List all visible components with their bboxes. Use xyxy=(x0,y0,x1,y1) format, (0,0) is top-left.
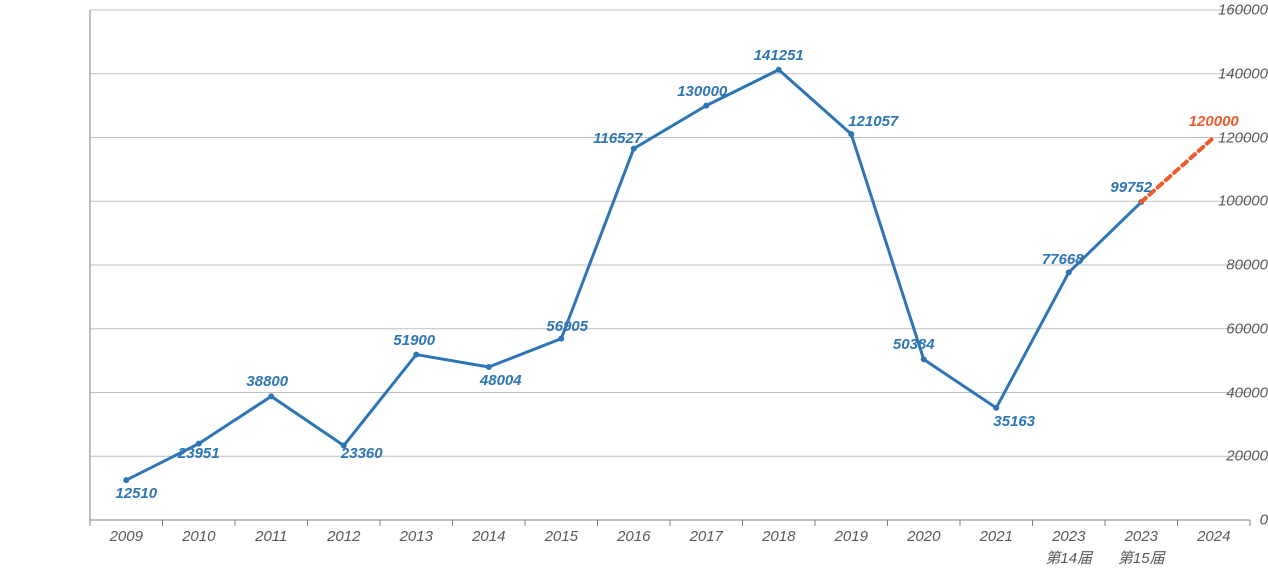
x-sub-label: 第15届 xyxy=(1118,547,1165,568)
data-label: 130000 xyxy=(677,83,727,100)
x-tick-label: 2024 xyxy=(1197,528,1230,545)
data-label: 23360 xyxy=(341,445,383,462)
x-tick-label: 2015 xyxy=(545,528,578,545)
y-tick-label: 80000 xyxy=(1190,257,1268,274)
x-tick-label: 2023 xyxy=(1125,528,1158,545)
data-label: 141251 xyxy=(754,47,804,64)
data-label: 77668 xyxy=(1042,251,1084,268)
y-tick-label: 100000 xyxy=(1190,193,1268,210)
data-label: 38800 xyxy=(246,373,288,390)
data-label: 35163 xyxy=(993,413,1035,430)
chart-svg xyxy=(0,0,1268,588)
data-label: 48004 xyxy=(480,372,522,389)
x-tick-label: 2021 xyxy=(980,528,1013,545)
data-label: 51900 xyxy=(393,332,435,349)
x-tick-label: 2023 xyxy=(1052,528,1085,545)
x-tick-label: 2014 xyxy=(472,528,505,545)
data-label: 12510 xyxy=(115,485,157,502)
y-tick-label: 20000 xyxy=(1190,448,1268,465)
y-tick-label: 60000 xyxy=(1190,320,1268,337)
x-tick-label: 2010 xyxy=(182,528,215,545)
data-label: 23951 xyxy=(178,445,220,462)
y-tick-label: 40000 xyxy=(1190,384,1268,401)
x-tick-label: 2012 xyxy=(327,528,360,545)
y-tick-label: 0 xyxy=(1190,512,1268,529)
forecast-data-label: 120000 xyxy=(1189,113,1239,130)
x-tick-label: 2013 xyxy=(400,528,433,545)
data-label: 116527 xyxy=(593,130,642,147)
x-sub-label: 第14届 xyxy=(1045,547,1092,568)
y-tick-label: 120000 xyxy=(1190,129,1268,146)
line-chart: 0 20000 40000 60000 80000 100000 120000 140000 1… xyxy=(0,0,1268,588)
x-tick-label: 2017 xyxy=(690,528,723,545)
data-label: 99752 xyxy=(1110,179,1152,196)
x-tick-label: 2011 xyxy=(255,528,287,545)
x-tick-label: 2018 xyxy=(762,528,795,545)
data-label: 121057 xyxy=(848,113,898,130)
x-tick-label: 2020 xyxy=(907,528,940,545)
data-label: 50384 xyxy=(893,336,935,353)
x-tick-label: 2016 xyxy=(617,528,650,545)
y-tick-label: 160000 xyxy=(1190,2,1268,19)
data-label: 56905 xyxy=(546,318,588,335)
x-tick-label: 2009 xyxy=(110,528,143,545)
x-tick-label: 2019 xyxy=(835,528,868,545)
y-tick-label: 140000 xyxy=(1190,65,1268,82)
